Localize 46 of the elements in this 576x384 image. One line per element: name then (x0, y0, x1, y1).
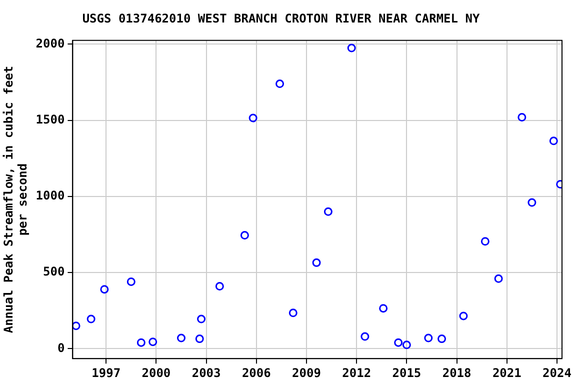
x-tick-label: 1997 (92, 366, 121, 380)
point (549, 136, 558, 146)
point (494, 274, 503, 283)
point (197, 314, 206, 324)
point (148, 338, 158, 346)
y-tick-label: 2000 (36, 36, 65, 50)
x-tick-label: 2012 (342, 366, 372, 380)
x-tick-label: 2021 (492, 366, 522, 380)
point (528, 198, 536, 207)
point (176, 334, 186, 342)
point (276, 80, 284, 88)
point (126, 277, 136, 286)
point (86, 314, 96, 324)
x-tick-label: 2018 (442, 366, 472, 380)
x-tick-label: 2000 (142, 366, 171, 380)
point (195, 334, 204, 344)
point (379, 304, 388, 313)
point (248, 114, 258, 122)
x-tick-label: 2006 (242, 366, 271, 380)
chart-title: USGS 0137462010 WEST BRANCH CROTON RIVER NEAR CARMEL NY (82, 11, 480, 26)
point (312, 258, 321, 267)
point (480, 237, 490, 246)
y-tick-label: 500 (43, 264, 65, 279)
point (394, 338, 403, 347)
point (518, 113, 526, 122)
point (215, 282, 224, 291)
x-tick-label: 2015 (392, 366, 422, 380)
y-tick-label: 1500 (36, 112, 65, 126)
point (324, 207, 332, 216)
y-tick-label: 0 (57, 340, 65, 355)
point (360, 332, 370, 341)
x-tick-label: 2009 (292, 366, 321, 380)
point (402, 340, 411, 350)
x-tick-label: 2024 (542, 366, 572, 380)
point (240, 231, 249, 240)
point (72, 322, 80, 330)
point (438, 334, 446, 344)
point (347, 44, 356, 52)
y-axis-title: Annual Peak Streamflow, in cubic feet per second (1, 66, 30, 334)
point (100, 285, 109, 294)
y-tick-label: 1000 (36, 188, 65, 203)
point (136, 338, 146, 347)
point (424, 334, 433, 342)
point (288, 308, 298, 318)
x-tick-label: 2003 (192, 366, 221, 380)
point (459, 312, 468, 320)
